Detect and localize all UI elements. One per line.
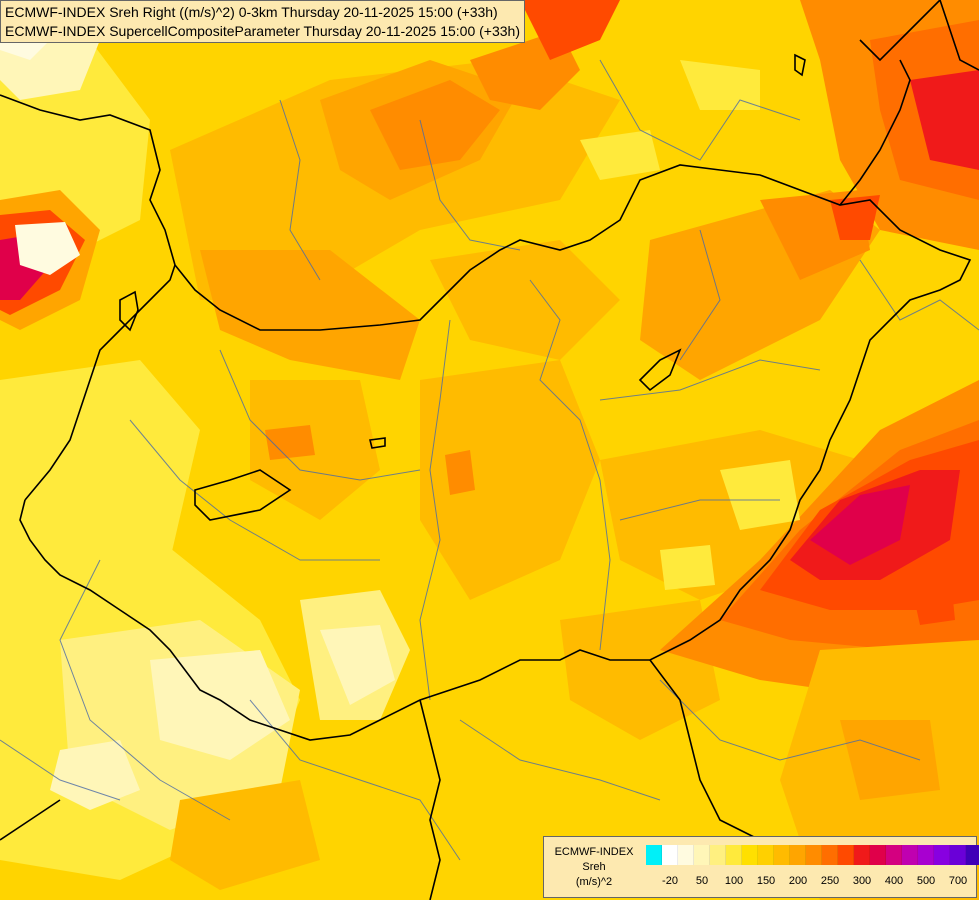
- legend-swatch: [950, 845, 966, 865]
- legend-tick-label: -20: [662, 875, 678, 887]
- legend-tick-label: 250: [820, 875, 840, 887]
- map-title-scp: ECMWF-INDEX SupercellCompositeParameter …: [5, 23, 520, 39]
- legend-swatch: [870, 845, 886, 865]
- legend-tick-label: 700: [948, 875, 968, 887]
- legend-swatch: [838, 845, 854, 865]
- legend-swatch: [902, 845, 918, 865]
- legend-tick-label: 100: [724, 875, 744, 887]
- legend-tick-label: 300: [852, 875, 872, 887]
- legend-swatch: [934, 845, 950, 865]
- legend-swatch: [774, 845, 790, 865]
- legend-parameter: Sreh: [582, 861, 606, 873]
- legend-label: ECMWF-INDEX Sreh (m/s)^2: [544, 845, 644, 890]
- legend-swatch: [822, 845, 838, 865]
- legend-swatch: [726, 845, 742, 865]
- legend-swatch: [918, 845, 934, 865]
- map-title-sreh: ECMWF-INDEX Sreh Right ((m/s)^2) 0-3km T…: [5, 4, 498, 20]
- legend-unit: (m/s)^2: [575, 876, 613, 888]
- legend-swatch: [742, 845, 758, 865]
- map-title-box: ECMWF-INDEX Sreh Right ((m/s)^2) 0-3km T…: [0, 0, 525, 43]
- legend-tick-label: 500: [916, 875, 936, 887]
- legend-swatch: [886, 845, 902, 865]
- legend-swatch: [854, 845, 870, 865]
- legend-swatch: [806, 845, 822, 865]
- legend-swatch: [662, 845, 678, 865]
- legend-swatch: [758, 845, 774, 865]
- legend-swatch: [678, 845, 694, 865]
- legend-tick-label: 400: [884, 875, 904, 887]
- legend-swatch: [966, 845, 979, 865]
- color-legend: ECMWF-INDEX Sreh (m/s)^2 -20 50 100 150 200 2…: [543, 836, 979, 898]
- legend-swatch: [694, 845, 710, 865]
- legend-source: ECMWF-INDEX: [554, 846, 634, 858]
- legend-tick-label: 150: [756, 875, 776, 887]
- legend-swatch: [710, 845, 726, 865]
- legend-ticks: -20 50 100 150 200 250 300 400 500 700: [646, 875, 974, 889]
- legend-swatches: [646, 845, 979, 865]
- legend-swatch: [646, 845, 662, 865]
- legend-swatch: [790, 845, 806, 865]
- legend-tick-label: 200: [788, 875, 808, 887]
- legend-tick-label: 50: [695, 875, 709, 887]
- regional-borders: [0, 59, 979, 861]
